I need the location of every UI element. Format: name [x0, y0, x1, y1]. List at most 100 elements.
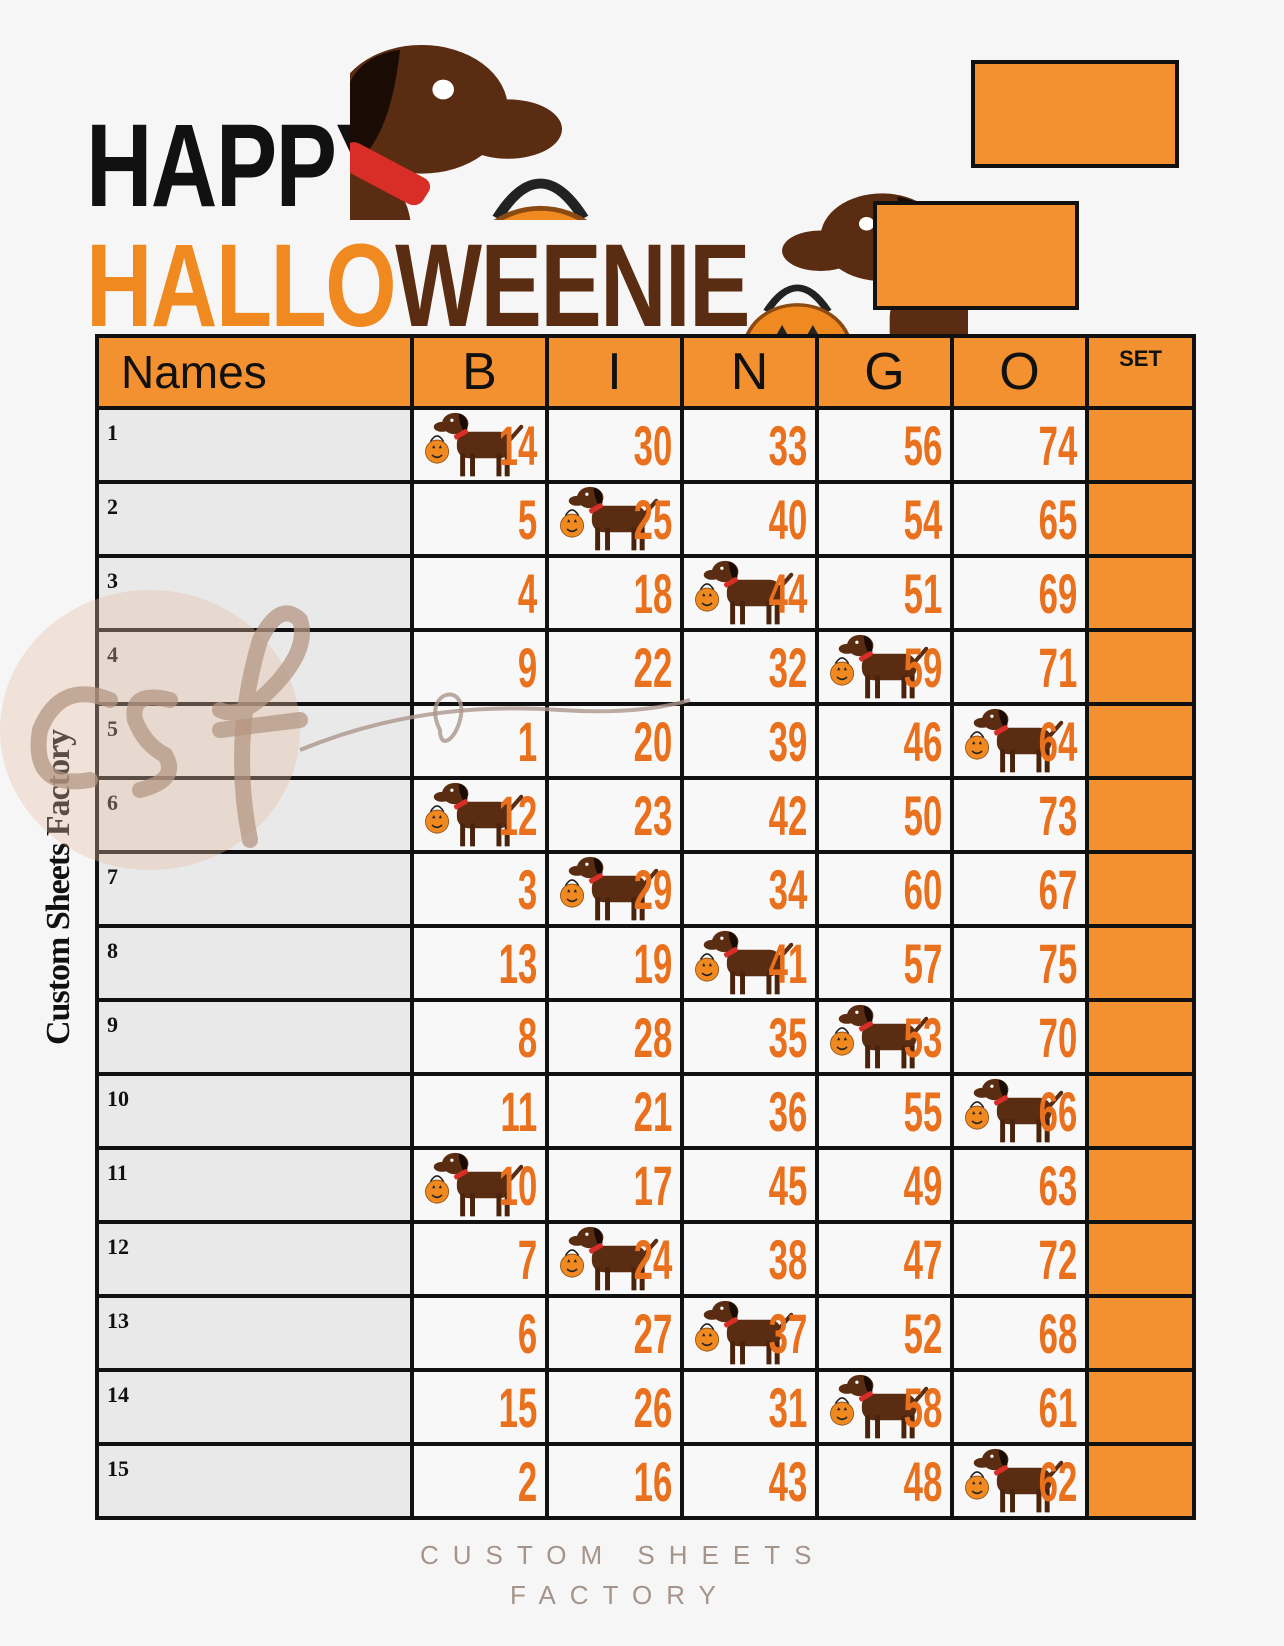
- number-cell[interactable]: 53: [815, 998, 954, 1076]
- number-cell[interactable]: 37: [680, 1294, 819, 1372]
- number-cell[interactable]: 27: [545, 1294, 684, 1372]
- number-cell[interactable]: 73: [950, 776, 1089, 854]
- number-cell[interactable]: 51: [815, 554, 954, 632]
- set-cell[interactable]: [1085, 554, 1196, 632]
- number-cell[interactable]: 66: [950, 1072, 1089, 1150]
- number-cell[interactable]: 2: [410, 1442, 549, 1520]
- number-cell[interactable]: 65: [950, 480, 1089, 558]
- number-cell[interactable]: 71: [950, 628, 1089, 706]
- name-cell[interactable]: 6: [95, 776, 414, 854]
- number-cell[interactable]: 44: [680, 554, 819, 632]
- number-cell[interactable]: 3: [410, 850, 549, 928]
- number-cell[interactable]: 12: [410, 776, 549, 854]
- number-cell[interactable]: 74: [950, 406, 1089, 484]
- number-cell[interactable]: 39: [680, 702, 819, 780]
- name-cell[interactable]: 9: [95, 998, 414, 1076]
- number-cell[interactable]: 5: [410, 480, 549, 558]
- number-cell[interactable]: 55: [815, 1072, 954, 1150]
- number-cell[interactable]: 68: [950, 1294, 1089, 1372]
- number-cell[interactable]: 52: [815, 1294, 954, 1372]
- number-cell[interactable]: 48: [815, 1442, 954, 1520]
- name-cell[interactable]: 10: [95, 1072, 414, 1150]
- number-cell[interactable]: 25: [545, 480, 684, 558]
- number-cell[interactable]: 18: [545, 554, 684, 632]
- number-cell[interactable]: 36: [680, 1072, 819, 1150]
- name-cell[interactable]: 3: [95, 554, 414, 632]
- number-cell[interactable]: 38: [680, 1220, 819, 1298]
- number-cell[interactable]: 20: [545, 702, 684, 780]
- number-cell[interactable]: 11: [410, 1072, 549, 1150]
- number-cell[interactable]: 47: [815, 1220, 954, 1298]
- number-cell[interactable]: 35: [680, 998, 819, 1076]
- name-cell[interactable]: 14: [95, 1368, 414, 1446]
- number-cell[interactable]: 45: [680, 1146, 819, 1224]
- name-cell[interactable]: 12: [95, 1220, 414, 1298]
- name-cell[interactable]: 8: [95, 924, 414, 1002]
- number-cell[interactable]: 23: [545, 776, 684, 854]
- set-cell[interactable]: [1085, 776, 1196, 854]
- number-cell[interactable]: 26: [545, 1368, 684, 1446]
- set-cell[interactable]: [1085, 1442, 1196, 1520]
- set-cell[interactable]: [1085, 406, 1196, 484]
- number-cell[interactable]: 56: [815, 406, 954, 484]
- number-cell[interactable]: 31: [680, 1368, 819, 1446]
- number-cell[interactable]: 6: [410, 1294, 549, 1372]
- set-cell[interactable]: [1085, 628, 1196, 706]
- name-cell[interactable]: 2: [95, 480, 414, 558]
- orange-box-top[interactable]: [971, 60, 1179, 168]
- name-cell[interactable]: 15: [95, 1442, 414, 1520]
- set-cell[interactable]: [1085, 1368, 1196, 1446]
- number-cell[interactable]: 41: [680, 924, 819, 1002]
- number-cell[interactable]: 17: [545, 1146, 684, 1224]
- set-cell[interactable]: [1085, 480, 1196, 558]
- set-cell[interactable]: [1085, 998, 1196, 1076]
- number-cell[interactable]: 69: [950, 554, 1089, 632]
- set-cell[interactable]: [1085, 702, 1196, 780]
- name-cell[interactable]: 1: [95, 406, 414, 484]
- number-cell[interactable]: 16: [545, 1442, 684, 1520]
- set-cell[interactable]: [1085, 1294, 1196, 1372]
- number-cell[interactable]: 43: [680, 1442, 819, 1520]
- name-cell[interactable]: 13: [95, 1294, 414, 1372]
- number-cell[interactable]: 10: [410, 1146, 549, 1224]
- number-cell[interactable]: 42: [680, 776, 819, 854]
- number-cell[interactable]: 58: [815, 1368, 954, 1446]
- number-cell[interactable]: 59: [815, 628, 954, 706]
- number-cell[interactable]: 24: [545, 1220, 684, 1298]
- set-cell[interactable]: [1085, 1220, 1196, 1298]
- name-cell[interactable]: 7: [95, 850, 414, 928]
- number-cell[interactable]: 22: [545, 628, 684, 706]
- number-cell[interactable]: 13: [410, 924, 549, 1002]
- number-cell[interactable]: 46: [815, 702, 954, 780]
- number-cell[interactable]: 15: [410, 1368, 549, 1446]
- number-cell[interactable]: 9: [410, 628, 549, 706]
- number-cell[interactable]: 28: [545, 998, 684, 1076]
- name-cell[interactable]: 5: [95, 702, 414, 780]
- number-cell[interactable]: 49: [815, 1146, 954, 1224]
- number-cell[interactable]: 32: [680, 628, 819, 706]
- number-cell[interactable]: 4: [410, 554, 549, 632]
- number-cell[interactable]: 57: [815, 924, 954, 1002]
- number-cell[interactable]: 29: [545, 850, 684, 928]
- number-cell[interactable]: 7: [410, 1220, 549, 1298]
- number-cell[interactable]: 40: [680, 480, 819, 558]
- set-cell[interactable]: [1085, 850, 1196, 928]
- orange-box-middle[interactable]: [873, 201, 1079, 310]
- number-cell[interactable]: 70: [950, 998, 1089, 1076]
- number-cell[interactable]: 8: [410, 998, 549, 1076]
- number-cell[interactable]: 67: [950, 850, 1089, 928]
- number-cell[interactable]: 60: [815, 850, 954, 928]
- number-cell[interactable]: 75: [950, 924, 1089, 1002]
- number-cell[interactable]: 19: [545, 924, 684, 1002]
- number-cell[interactable]: 61: [950, 1368, 1089, 1446]
- number-cell[interactable]: 21: [545, 1072, 684, 1150]
- number-cell[interactable]: 34: [680, 850, 819, 928]
- number-cell[interactable]: 62: [950, 1442, 1089, 1520]
- set-cell[interactable]: [1085, 1072, 1196, 1150]
- number-cell[interactable]: 50: [815, 776, 954, 854]
- set-cell[interactable]: [1085, 1146, 1196, 1224]
- number-cell[interactable]: 63: [950, 1146, 1089, 1224]
- set-cell[interactable]: [1085, 924, 1196, 1002]
- number-cell[interactable]: 33: [680, 406, 819, 484]
- number-cell[interactable]: 1: [410, 702, 549, 780]
